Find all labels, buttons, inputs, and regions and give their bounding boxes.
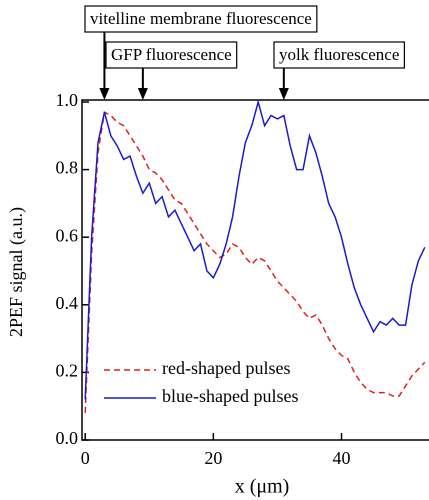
annotation-label: GFP fluorescence <box>111 45 232 64</box>
legend-label: blue-shaped pulses <box>162 386 298 406</box>
plot-frame <box>81 99 429 441</box>
annotation-box <box>84 5 318 33</box>
annotation-box <box>105 41 238 69</box>
x-tick-label: 0 <box>81 448 90 468</box>
series-line <box>84 100 426 400</box>
plot-lines <box>84 100 426 413</box>
x-tick-label: 20 <box>204 448 222 468</box>
y-tick-label: 0.6 <box>56 225 79 245</box>
annotation-box <box>273 41 405 69</box>
annotation-label: yolk fluorescence <box>279 45 399 64</box>
y-tick-label: 0.0 <box>56 428 79 448</box>
y-tick-label: 1.0 <box>56 90 79 110</box>
arrow-head <box>278 88 289 100</box>
arrow-head <box>99 88 110 100</box>
y-tick-label: 0.2 <box>56 361 79 381</box>
arrow-head <box>137 88 148 100</box>
y-tick-label: 0.8 <box>56 158 79 178</box>
series-line <box>84 110 426 413</box>
y-tick-label: 0.4 <box>56 293 79 313</box>
y-axis-label: 2PEF signal (a.u.) <box>6 207 27 337</box>
x-tick-label: 40 <box>333 448 351 468</box>
x-axis-label: x (μm) <box>235 476 290 498</box>
annotation-label: vitelline membrane fluorescence <box>90 9 312 28</box>
legend-label: red-shaped pulses <box>162 358 290 378</box>
